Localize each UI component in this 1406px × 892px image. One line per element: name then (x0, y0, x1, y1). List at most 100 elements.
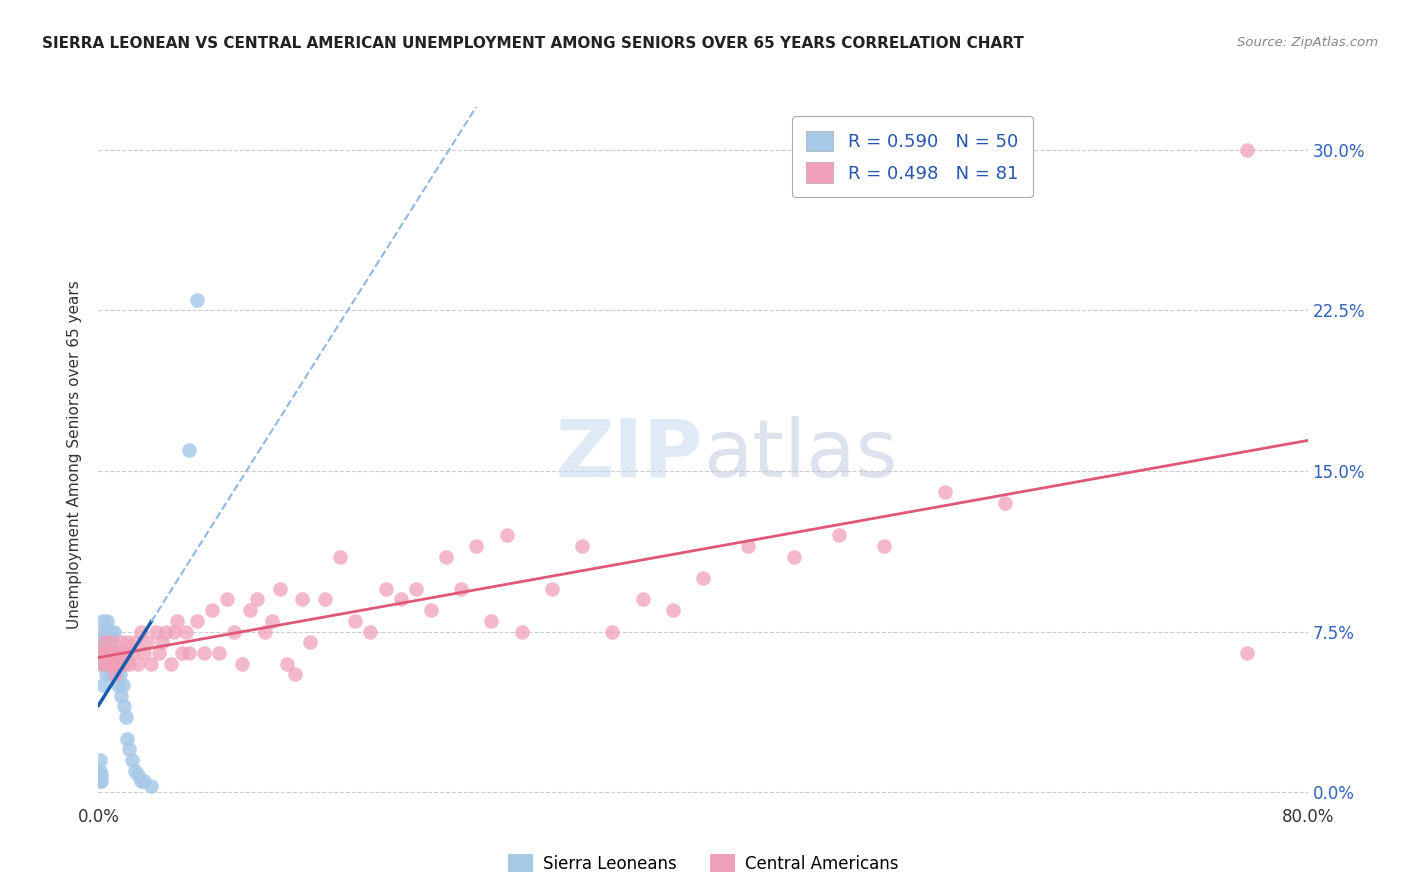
Point (1236, 143, 1258, 157)
Point (124, 764, 146, 778)
Point (510, 624, 533, 639)
Point (150, 635, 173, 649)
Point (783, 549, 806, 564)
Point (93, 646, 115, 660)
Point (239, 603, 262, 617)
Point (118, 742, 141, 756)
Point (90, 657, 112, 671)
Point (94, 640, 117, 654)
Point (284, 667, 307, 681)
Point (100, 624, 122, 639)
Point (105, 646, 128, 660)
Point (127, 768, 149, 782)
Point (108, 646, 131, 660)
Point (93, 635, 115, 649)
Point (662, 603, 685, 617)
Point (103, 667, 125, 681)
Point (100, 646, 122, 660)
Point (98, 624, 121, 639)
Point (174, 624, 197, 639)
Point (141, 779, 163, 793)
Point (224, 624, 246, 639)
Point (873, 539, 896, 553)
Point (994, 496, 1017, 510)
Point (91, 635, 114, 649)
Point (111, 678, 134, 692)
Point (105, 667, 128, 681)
Point (96, 657, 118, 671)
Point (135, 635, 157, 649)
Point (208, 646, 231, 660)
Point (299, 635, 322, 649)
Point (94, 657, 117, 671)
Point (90, 657, 112, 671)
Point (94, 624, 117, 639)
Point (93, 635, 115, 649)
Point (104, 667, 127, 681)
Point (170, 646, 193, 660)
Text: Source: ZipAtlas.com: Source: ZipAtlas.com (1237, 36, 1378, 49)
Point (96, 614, 118, 628)
Point (105, 646, 128, 660)
Point (160, 657, 183, 671)
Point (98, 657, 121, 671)
Point (329, 549, 352, 564)
Point (90, 635, 112, 649)
Point (112, 699, 135, 714)
Point (193, 646, 215, 660)
Point (145, 624, 167, 639)
Point (93, 657, 115, 671)
Point (89, 646, 111, 660)
Point (737, 539, 759, 553)
Point (132, 774, 155, 789)
Point (571, 539, 593, 553)
Point (108, 667, 131, 681)
Point (110, 689, 132, 703)
Point (100, 635, 122, 649)
Point (828, 528, 851, 542)
Point (231, 657, 253, 671)
Point (91, 646, 114, 660)
Legend: R = 0.590   N = 50, R = 0.498   N = 81: R = 0.590 N = 50, R = 0.498 N = 81 (792, 116, 1032, 197)
Point (107, 678, 129, 692)
Point (118, 657, 141, 671)
Point (155, 624, 177, 639)
Point (434, 549, 457, 564)
Point (107, 657, 129, 671)
Point (389, 592, 412, 607)
Point (90, 774, 112, 789)
Text: atlas: atlas (703, 416, 897, 494)
Point (121, 646, 143, 660)
Point (262, 614, 284, 628)
Point (96, 635, 118, 649)
Point (114, 710, 136, 724)
Point (276, 657, 298, 671)
Point (124, 635, 146, 649)
Point (148, 646, 170, 660)
Point (450, 582, 472, 596)
Point (481, 614, 503, 628)
Point (166, 614, 188, 628)
Point (91, 678, 114, 692)
Point (215, 592, 238, 607)
Point (104, 657, 127, 671)
Point (111, 646, 134, 660)
Y-axis label: Unemployment Among Seniors over 65 years: Unemployment Among Seniors over 65 years (67, 281, 83, 629)
Point (253, 624, 276, 639)
Point (100, 667, 122, 681)
Point (314, 592, 336, 607)
Point (141, 657, 163, 671)
Point (94, 667, 117, 681)
Point (179, 646, 201, 660)
Point (495, 528, 517, 542)
Point (91, 646, 114, 660)
Point (246, 592, 269, 607)
Point (934, 485, 956, 500)
Point (540, 582, 562, 596)
Point (112, 657, 135, 671)
Point (692, 571, 714, 585)
Point (90, 768, 112, 782)
Point (163, 624, 186, 639)
Point (89, 774, 111, 789)
Point (374, 582, 396, 596)
